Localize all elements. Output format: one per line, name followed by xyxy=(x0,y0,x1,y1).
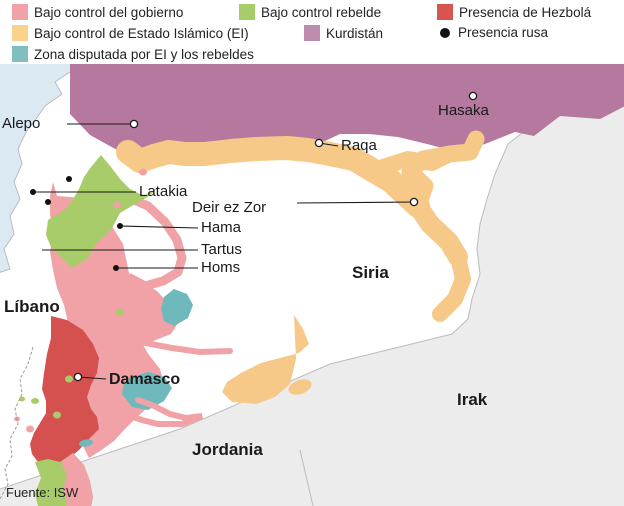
svg-text:Alepo: Alepo xyxy=(2,115,40,132)
svg-text:Homs: Homs xyxy=(201,259,240,276)
svg-text:Tartus: Tartus xyxy=(201,241,242,258)
svg-text:Damasco: Damasco xyxy=(109,371,180,388)
svg-text:Hama: Hama xyxy=(201,219,242,236)
svg-text:Deir ez Zor: Deir ez Zor xyxy=(192,199,266,216)
svg-text:Raqa: Raqa xyxy=(341,137,378,154)
svg-text:Líbano: Líbano xyxy=(4,297,60,316)
svg-text:Latakia: Latakia xyxy=(139,183,188,200)
svg-text:Hasaka: Hasaka xyxy=(438,102,490,119)
svg-text:Jordania: Jordania xyxy=(192,440,263,459)
svg-text:Irak: Irak xyxy=(457,390,488,409)
svg-text:Siria: Siria xyxy=(352,263,389,282)
